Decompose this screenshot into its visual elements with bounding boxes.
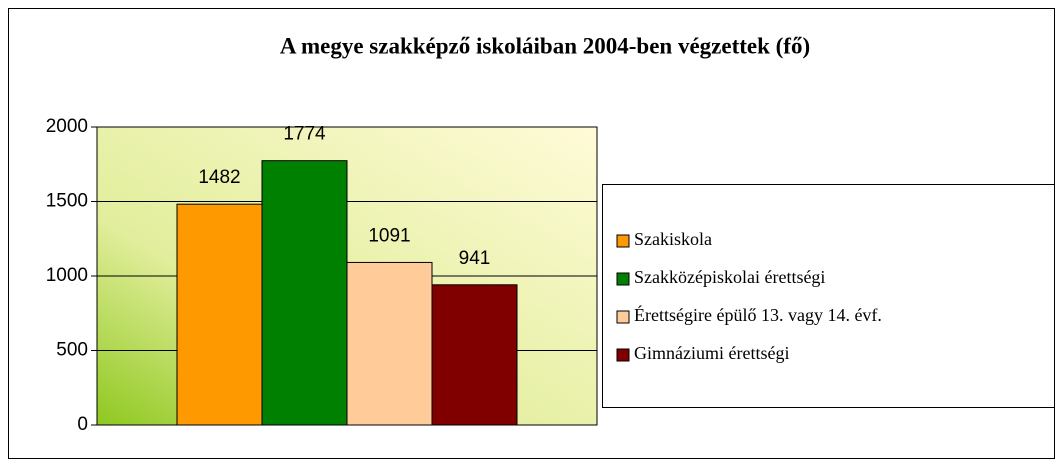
legend-swatch: [616, 234, 630, 248]
legend-label: Érettségire épülő 13. vagy 14. évf.: [634, 304, 882, 325]
legend-label: Szakiskola: [634, 229, 712, 249]
data-label: 1774: [283, 124, 326, 145]
data-label: 1091: [368, 225, 410, 246]
bar: [176, 203, 263, 426]
legend-swatch: [616, 310, 630, 324]
y-tick-label: 1500: [46, 191, 88, 212]
data-label: 1482: [198, 167, 240, 188]
bar: [431, 284, 518, 426]
chart-title: A megye szakképző iskoláiban 2004-ben vé…: [280, 33, 810, 58]
legend-label: Gimnáziumi érettségi: [634, 343, 789, 363]
legend: [602, 184, 1055, 408]
y-tick-label: 0: [77, 414, 88, 435]
legend-swatch: [616, 272, 630, 286]
legend-label: Szakközépiskolai érettségi: [634, 267, 825, 287]
legend-swatch: [616, 348, 630, 362]
data-label: 941: [459, 248, 491, 269]
y-tick-label: 1000: [46, 265, 88, 286]
y-tick-label: 2000: [46, 116, 88, 137]
bar: [261, 160, 348, 426]
bar: [346, 261, 433, 426]
y-tick-label: 500: [56, 340, 88, 361]
